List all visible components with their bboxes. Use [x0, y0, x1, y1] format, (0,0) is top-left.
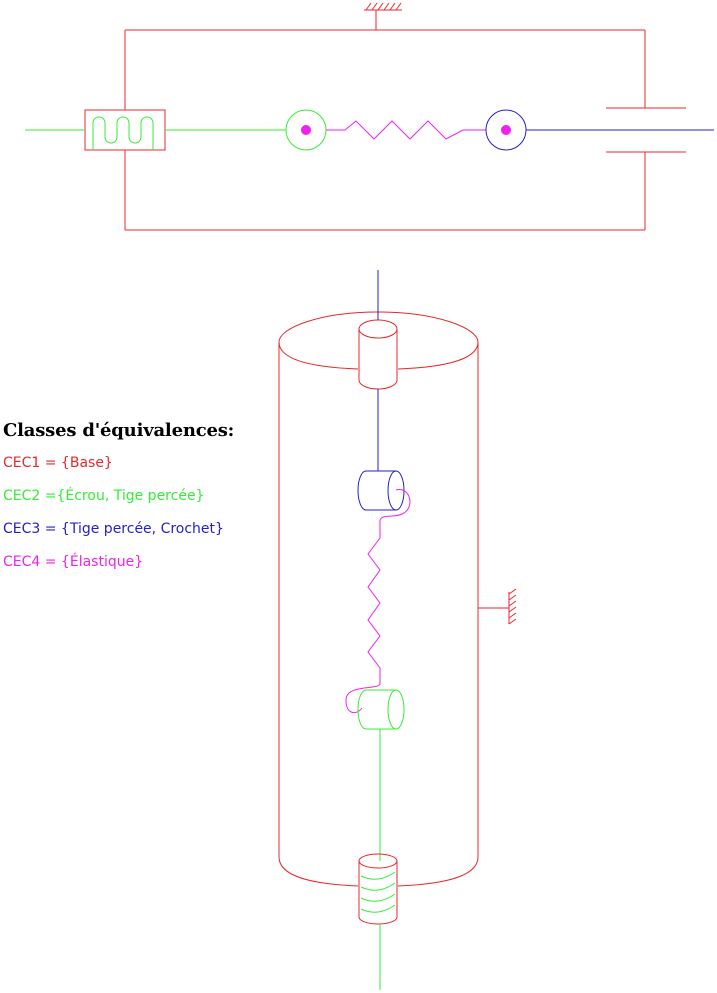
spring-vertical	[345, 489, 411, 714]
legend-item-cec3: CEC3 = {Tige percée, Crochet}	[3, 521, 224, 537]
perspective-schema	[278, 270, 517, 990]
base-frame-top	[124, 29, 686, 231]
helical-joint-top	[84, 109, 166, 151]
cec2-shaft-top	[25, 109, 327, 151]
spherical-joint-green-top	[301, 125, 311, 135]
legend-title: Classes d'équivalences:	[3, 420, 235, 441]
equivalence-classes-legend: Classes d'équivalences: CEC1 = {Base} CE…	[3, 420, 234, 587]
green-ball-cylinder	[357, 689, 405, 730]
ground-symbol-top	[364, 2, 402, 30]
blue-ball-cylinder	[357, 470, 405, 511]
base-cylinder	[278, 311, 517, 887]
bottom-helical-joint	[358, 853, 398, 925]
spring-top	[326, 120, 486, 140]
legend-item-cec2: CEC2 ={Écrou, Tige percée}	[3, 488, 205, 504]
cec3-shaft-top	[485, 109, 714, 151]
planar-schema	[25, 2, 714, 231]
legend-item-cec4: CEC4 = {Élastique}	[3, 554, 144, 570]
spherical-joint-blue-top	[501, 125, 511, 135]
top-pivot-joint	[358, 319, 398, 390]
legend-item-cec1: CEC1 = {Base}	[3, 455, 113, 471]
